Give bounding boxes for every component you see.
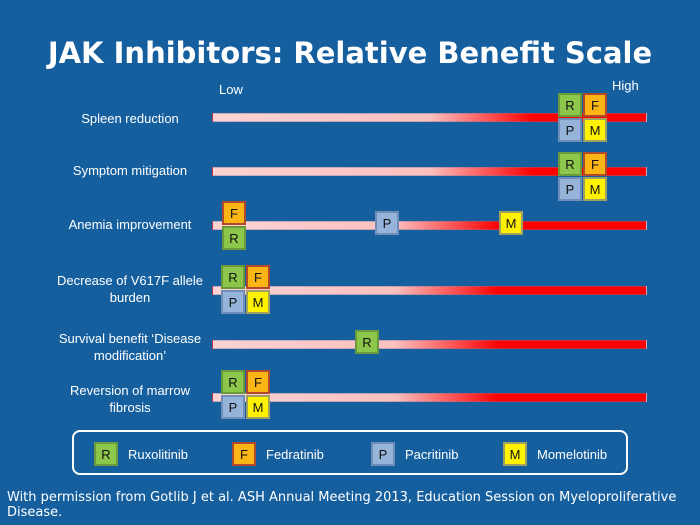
badge-ruxolitinib: R (221, 370, 245, 394)
badge-ruxolitinib: R (221, 265, 245, 289)
scale-bar-symptom (212, 167, 647, 176)
legend-label: Pacritinib (405, 446, 459, 462)
badge-momelotinib: M (583, 118, 607, 142)
slide-title: JAK Inhibitors: Relative Benefit Scale (47, 36, 653, 70)
legend-swatch: F (232, 442, 256, 466)
badge-pacritinib: P (221, 290, 245, 314)
badge-fedratinib: F (222, 201, 246, 225)
scale-high-label: High (612, 78, 639, 93)
badge-ruxolitinib: R (222, 226, 246, 250)
row-label-symptom: Symptom mitigation (72, 163, 188, 178)
legend-item-pacritinib: P Pacritinib (371, 442, 458, 466)
badge-fedratinib: F (246, 370, 270, 394)
legend-label: Fedratinib (266, 446, 324, 462)
row-label-anemia: Anemia improvement (68, 217, 192, 232)
scale-bar-fibrosis (212, 393, 647, 402)
badge-momelotinib: M (246, 395, 270, 419)
legend-label: Ruxolitinib (128, 446, 188, 462)
legend: R Ruxolitinib F Fedratinib P Pacritinib … (72, 430, 628, 475)
badge-ruxolitinib: R (355, 330, 379, 354)
badge-pacritinib: P (558, 118, 582, 142)
row-label-survival: Survival benefit ‘Disease modification’ (58, 331, 202, 363)
scale-bar-survival (212, 340, 647, 349)
badge-fedratinib: F (583, 152, 607, 176)
badge-fedratinib: F (583, 93, 607, 117)
citation-footer: With permission from Gotlib J et al. ASH… (7, 490, 677, 520)
scale-bar-spleen (212, 113, 647, 122)
scale-bar-anemia (212, 221, 647, 230)
legend-swatch: P (371, 442, 395, 466)
badge-pacritinib: P (375, 211, 399, 235)
row-label-spleen: Spleen reduction (81, 111, 179, 126)
row-label-v617f: Decrease of V617F allele burden (57, 273, 203, 305)
legend-swatch: R (94, 442, 118, 466)
badge-momelotinib: M (583, 177, 607, 201)
badge-pacritinib: P (221, 395, 245, 419)
legend-item-fedratinib: F Fedratinib (232, 442, 324, 466)
legend-item-ruxolitinib: R Ruxolitinib (94, 442, 188, 466)
badge-fedratinib: F (246, 265, 270, 289)
badge-ruxolitinib: R (558, 152, 582, 176)
badge-momelotinib: M (499, 211, 523, 235)
scale-low-label: Low (219, 82, 243, 97)
legend-label: Momelotinib (537, 446, 608, 462)
legend-swatch: M (503, 442, 527, 466)
badge-momelotinib: M (246, 290, 270, 314)
scale-bar-v617f (212, 286, 647, 295)
legend-item-momelotinib: M Momelotinib (503, 442, 607, 466)
badge-pacritinib: P (558, 177, 582, 201)
row-label-fibrosis: Reversion of marrow fibrosis (70, 383, 190, 415)
badge-ruxolitinib: R (558, 93, 582, 117)
